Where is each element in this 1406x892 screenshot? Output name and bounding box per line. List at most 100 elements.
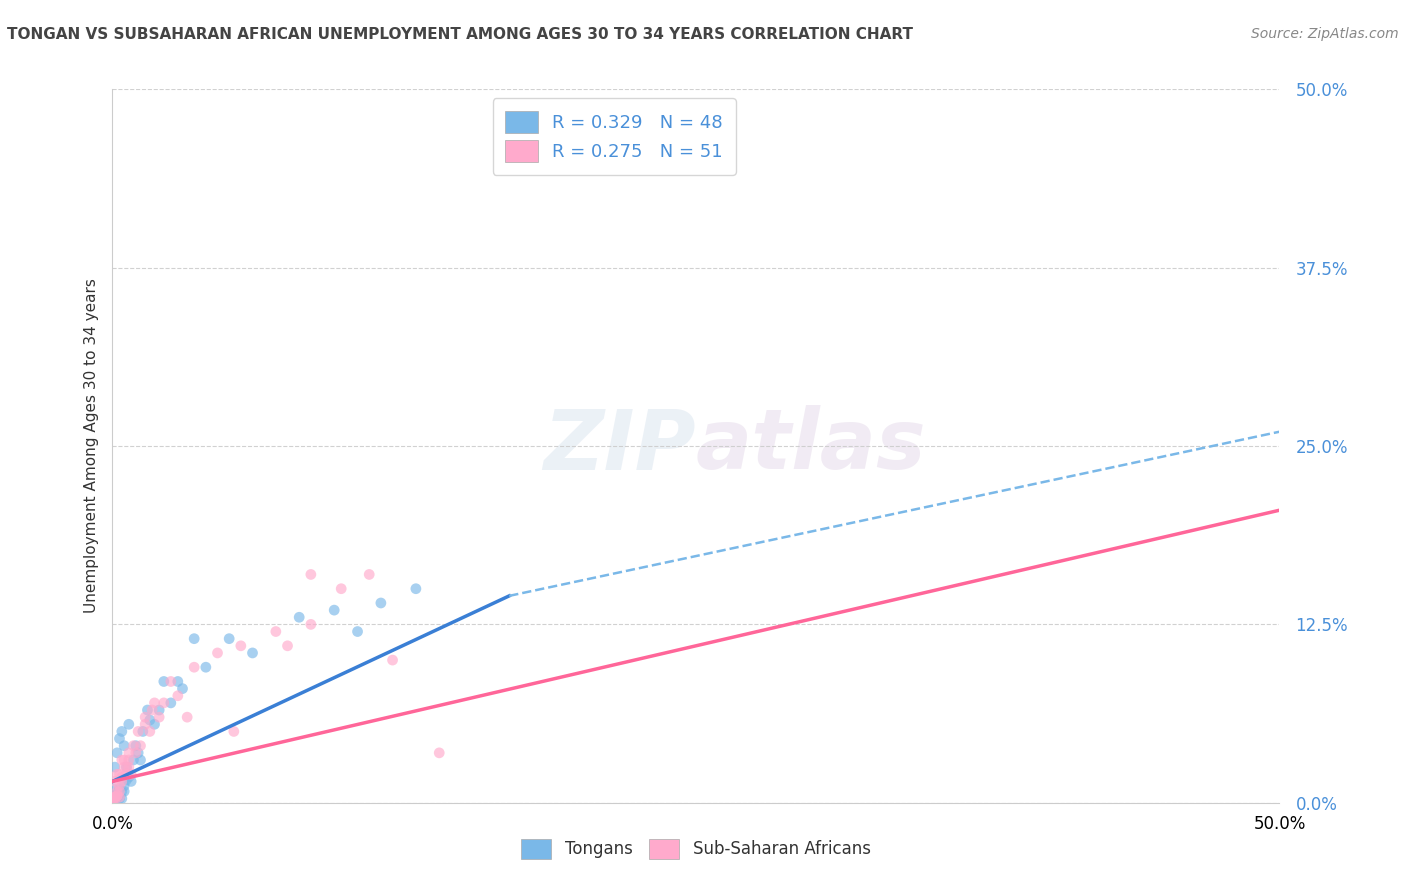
Point — [405, 582, 427, 596]
Point — [112, 760, 135, 774]
Point — [101, 794, 124, 808]
Text: ZIP: ZIP — [543, 406, 696, 486]
Point — [118, 760, 141, 774]
Point — [160, 674, 183, 689]
Point — [242, 646, 264, 660]
Point — [381, 653, 404, 667]
Point — [105, 789, 128, 803]
Legend: Tongans, Sub-Saharan Africans: Tongans, Sub-Saharan Africans — [515, 832, 877, 866]
Point — [120, 774, 142, 789]
Point — [105, 790, 128, 805]
Point — [105, 784, 128, 798]
Point — [264, 624, 287, 639]
Point — [101, 796, 124, 810]
Point — [122, 753, 145, 767]
Point — [139, 713, 162, 727]
Point — [153, 674, 176, 689]
Point — [104, 774, 127, 789]
Point — [129, 739, 152, 753]
Point — [105, 789, 128, 803]
Point — [108, 767, 131, 781]
Text: Source: ZipAtlas.com: Source: ZipAtlas.com — [1251, 27, 1399, 41]
Point — [218, 632, 240, 646]
Point — [323, 603, 346, 617]
Point — [153, 696, 176, 710]
Point — [104, 790, 127, 805]
Point — [118, 770, 141, 784]
Point — [427, 746, 450, 760]
Point — [346, 624, 368, 639]
Point — [101, 796, 124, 810]
Point — [111, 753, 134, 767]
Point — [207, 646, 229, 660]
Text: atlas: atlas — [696, 406, 927, 486]
Point — [172, 681, 194, 696]
Point — [118, 753, 141, 767]
Point — [104, 793, 127, 807]
Point — [370, 596, 392, 610]
Point — [299, 567, 322, 582]
Point — [276, 639, 298, 653]
Point — [229, 639, 252, 653]
Point — [104, 794, 127, 808]
Point — [118, 717, 141, 731]
Point — [111, 774, 134, 789]
Point — [108, 791, 131, 805]
Y-axis label: Unemployment Among Ages 30 to 34 years: Unemployment Among Ages 30 to 34 years — [83, 278, 98, 614]
Point — [183, 632, 205, 646]
Point — [166, 689, 188, 703]
Point — [127, 724, 149, 739]
Point — [105, 789, 128, 803]
Point — [183, 660, 205, 674]
Point — [108, 731, 131, 746]
Point — [112, 739, 135, 753]
Point — [105, 746, 128, 760]
Point — [148, 703, 170, 717]
Point — [120, 767, 142, 781]
Point — [141, 703, 163, 717]
Point — [111, 770, 134, 784]
Point — [105, 767, 128, 781]
Point — [115, 772, 138, 787]
Point — [115, 767, 138, 781]
Point — [122, 739, 145, 753]
Point — [108, 779, 131, 793]
Point — [148, 710, 170, 724]
Point — [134, 710, 156, 724]
Point — [125, 739, 148, 753]
Point — [104, 793, 127, 807]
Point — [134, 717, 156, 731]
Point — [143, 717, 166, 731]
Point — [166, 674, 188, 689]
Point — [108, 790, 131, 805]
Point — [111, 724, 134, 739]
Point — [105, 789, 128, 803]
Point — [111, 784, 134, 798]
Point — [104, 760, 127, 774]
Point — [111, 791, 134, 805]
Point — [299, 617, 322, 632]
Point — [359, 567, 381, 582]
Point — [136, 703, 159, 717]
Point — [112, 753, 135, 767]
Point — [112, 784, 135, 798]
Point — [176, 710, 198, 724]
Point — [108, 781, 131, 796]
Point — [108, 784, 131, 798]
Point — [132, 724, 155, 739]
Text: TONGAN VS SUBSAHARAN AFRICAN UNEMPLOYMENT AMONG AGES 30 TO 34 YEARS CORRELATION : TONGAN VS SUBSAHARAN AFRICAN UNEMPLOYMEN… — [7, 27, 912, 42]
Point — [288, 610, 311, 624]
Point — [115, 760, 138, 774]
Point — [139, 724, 162, 739]
Point — [160, 696, 183, 710]
Point — [129, 753, 152, 767]
Point — [101, 789, 124, 803]
Point — [101, 796, 124, 810]
Point — [112, 779, 135, 793]
Point — [222, 724, 245, 739]
Point — [194, 660, 217, 674]
Point — [101, 796, 124, 810]
Point — [125, 746, 148, 760]
Point — [118, 746, 141, 760]
Point — [115, 760, 138, 774]
